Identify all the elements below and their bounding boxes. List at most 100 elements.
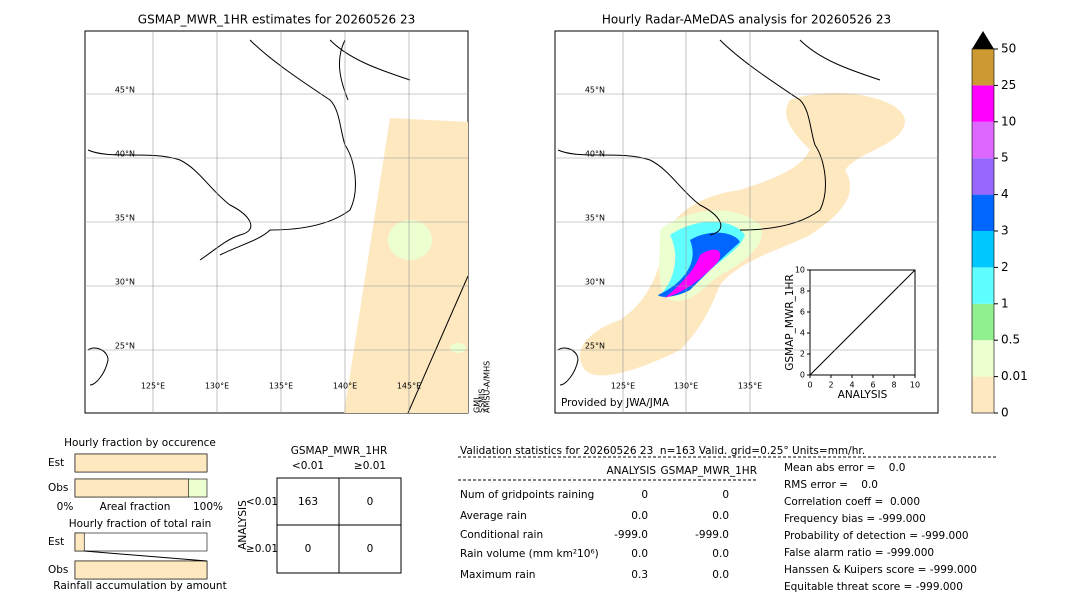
credit: Provided by JWA/JMA: [561, 397, 670, 409]
y-tick-label: 2: [800, 350, 805, 359]
row-label: Maximum rain: [460, 569, 535, 581]
colorbar-label: 50: [1001, 42, 1016, 56]
table-cell: 0: [367, 543, 374, 555]
table-cell: 0.0: [712, 548, 729, 560]
y-tick-label: 10: [795, 266, 805, 275]
bar: [74, 478, 189, 498]
colorbar-label: 10: [1001, 114, 1016, 128]
column-label: <0.01: [292, 460, 324, 472]
sensor-label: SSMIS: [478, 389, 487, 414]
lon-label: 135°E: [738, 382, 762, 391]
score: Frequency bias = -999.000: [784, 513, 926, 525]
x-tick-label: 10: [910, 381, 920, 390]
table-cell: 0.0: [631, 510, 648, 522]
lat-label: 30°N: [585, 278, 605, 287]
lon-label: 125°E: [141, 382, 165, 391]
chart-footer: Rainfall accumulation by amount: [53, 580, 226, 592]
colorbar-label: 3: [1001, 224, 1009, 238]
x-tick-label: 4: [849, 381, 854, 390]
row-label: Num of gridpoints raining: [460, 489, 594, 501]
colorbar-segment: [972, 194, 994, 231]
x-tick-label: 2: [828, 381, 833, 390]
x-axis-label: ANALYSIS: [838, 389, 888, 401]
colorbar-extend: [972, 31, 994, 49]
colorbar-label: 2: [1001, 260, 1009, 274]
lon-label: 135°E: [269, 382, 293, 391]
bar: [74, 560, 208, 580]
y-tick-label: 0: [800, 371, 805, 380]
stats-title: Validation statistics for 20260526 23 n=…: [460, 445, 865, 457]
table-cell: 0: [367, 496, 374, 508]
table-cell: 0.3: [631, 569, 648, 581]
lat-label: 45°N: [115, 86, 135, 95]
lat-label: 45°N: [585, 86, 605, 95]
axis-label: Areal fraction: [100, 501, 171, 513]
row-label: ≥0.01: [246, 543, 278, 555]
colorbar-segment: [972, 121, 994, 159]
lat-label: 35°N: [115, 214, 135, 223]
row-label: <0.01: [246, 496, 278, 508]
lat-label: 35°N: [585, 214, 605, 223]
colorbar-segment: [972, 376, 994, 413]
coastline: [87, 347, 109, 386]
table-cell: 0: [305, 543, 312, 555]
connector: [84, 550, 208, 562]
table-cell: 0.0: [712, 510, 729, 522]
table-cell: -999.0: [695, 529, 729, 541]
colorbar-label: 25: [1001, 78, 1016, 92]
table-cell: 0: [641, 489, 648, 501]
lat-label: 40°N: [585, 150, 605, 159]
chart-title: Hourly fraction by occurence: [64, 437, 216, 449]
lat-label: 40°N: [115, 150, 135, 159]
score: Correlation coeff = 0.000: [784, 496, 920, 508]
row-label: Est: [48, 536, 64, 548]
row-label: Obs: [48, 564, 68, 576]
score: Equitable threat score = -999.000: [784, 581, 963, 593]
score: RMS error = 0.0: [784, 479, 878, 491]
score: Probability of detection = -999.000: [784, 530, 969, 542]
colorbar-segment: [972, 303, 994, 341]
row-label: Est: [48, 457, 64, 469]
score: False alarm ratio = -999.000: [784, 547, 934, 559]
sensor-label: GMI: [473, 398, 482, 413]
colorbar-segment: [972, 340, 994, 377]
map-title: GSMAP_MWR_1HR estimates for 20260526 23: [138, 13, 415, 27]
swath: [344, 118, 468, 413]
colorbar-label: 5: [1001, 151, 1009, 165]
colorbar-segment: [972, 158, 994, 195]
swath-edge: [407, 275, 469, 414]
row-label: Obs: [48, 482, 68, 494]
score: Mean abs error = 0.0: [784, 462, 905, 474]
sensor-label: AMSU-A/MHS: [483, 361, 492, 413]
column-label: ≥0.01: [354, 460, 386, 472]
colorbar-label: 0: [1001, 406, 1009, 420]
y-tick-label: 6: [800, 308, 805, 317]
chart-title: Hourly fraction of total rain: [69, 518, 212, 530]
coastline: [87, 39, 411, 261]
row-label: Rain volume (mm km²10⁶): [460, 548, 599, 560]
colorbar-label: 0.01: [1001, 369, 1028, 383]
lon-label: 145°E: [397, 382, 421, 391]
score: Hanssen & Kuipers score = -999.000: [784, 564, 977, 576]
colorbar-label: 0.5: [1001, 333, 1020, 347]
table-title: GSMAP_MWR_1HR: [291, 445, 387, 457]
table-cell: 0: [722, 489, 729, 501]
colorbar-segment: [972, 85, 994, 122]
row-label: Average rain: [460, 510, 527, 522]
axis-label: 0%: [57, 501, 74, 513]
x-tick-label: 6: [870, 381, 875, 390]
y-tick-label: 4: [800, 329, 805, 338]
rain-area: [388, 220, 432, 260]
lat-label: 25°N: [115, 342, 135, 351]
colorbar-label: 1: [1001, 296, 1009, 310]
colorbar-segment: [972, 267, 994, 304]
table-cell: 0.0: [631, 548, 648, 560]
bar: [74, 532, 85, 552]
colorbar-segment: [972, 49, 994, 86]
bar: [74, 453, 208, 473]
lat-label: 25°N: [585, 342, 605, 351]
lon-label: 140°E: [333, 382, 357, 391]
row-title: ANALYSIS: [237, 500, 249, 550]
row-label: Conditional rain: [460, 529, 543, 541]
table-cell: -999.0: [614, 529, 648, 541]
